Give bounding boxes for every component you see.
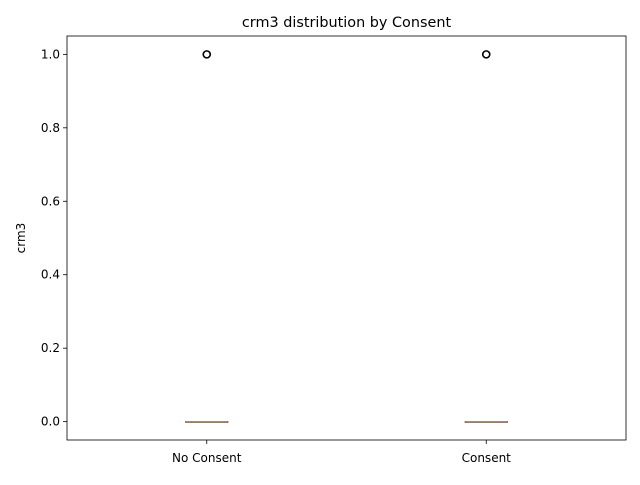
y-axis-ticks: 0.0 0.2 0.4 0.6 0.8 1.0 xyxy=(41,47,67,429)
box-outlier xyxy=(202,50,212,59)
y-tick-label: 0.8 xyxy=(41,121,60,135)
y-tick-label: 0.2 xyxy=(41,341,60,355)
y-tick-label: 1.0 xyxy=(41,47,60,61)
x-tick-label: Consent xyxy=(462,451,512,465)
box-outlier xyxy=(481,50,491,59)
y-tick-label: 0.0 xyxy=(41,415,60,429)
chart-title: crm3 distribution by Consent xyxy=(242,15,452,31)
y-tick-label: 0.6 xyxy=(41,194,60,208)
y-tick-label: 0.4 xyxy=(41,268,60,282)
x-tick-label: No Consent xyxy=(172,451,242,465)
x-axis-ticks: No Consent Consent xyxy=(172,440,511,465)
box-plots xyxy=(185,50,508,423)
y-axis-label: crm3 xyxy=(14,223,28,254)
plot-frame xyxy=(66,35,627,441)
